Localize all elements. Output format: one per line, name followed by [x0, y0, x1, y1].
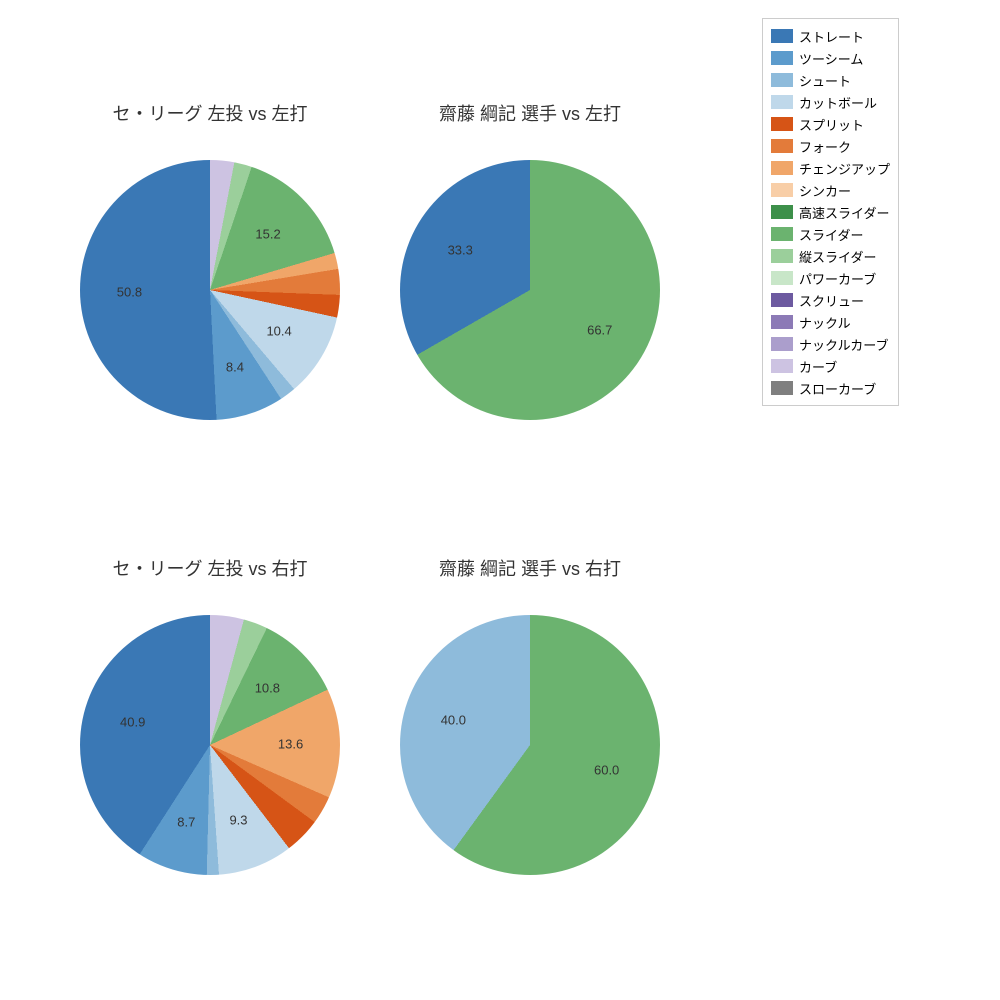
legend-item: スクリュー: [771, 289, 890, 311]
legend-item: 縦スライダー: [771, 245, 890, 267]
legend-label: チェンジアップ: [799, 159, 890, 178]
legend-item: シンカー: [771, 179, 890, 201]
pie-slice-label: 50.8: [117, 285, 142, 300]
legend-swatch: [771, 359, 793, 373]
legend-swatch: [771, 337, 793, 351]
legend-label: ナックル: [799, 313, 851, 332]
pie-slice-label: 13.6: [278, 736, 303, 751]
legend-item: ストレート: [771, 25, 890, 47]
pie-slice-label: 40.0: [441, 713, 466, 728]
legend-label: スローカーブ: [799, 379, 876, 398]
pie-slice-label: 66.7: [587, 323, 612, 338]
chart-container: セ・リーグ 左投 vs 左打 50.8 8.4 10.4 15.2 齋藤 綱記 選手 vs…: [0, 0, 1000, 1000]
legend-item: ナックルカーブ: [771, 333, 890, 355]
legend-swatch: [771, 95, 793, 109]
legend-swatch: [771, 271, 793, 285]
legend-swatch: [771, 293, 793, 307]
pie-slice-label: 33.3: [448, 242, 473, 257]
legend-item: スプリット: [771, 113, 890, 135]
legend-label: ストレート: [799, 27, 864, 46]
pie-chart: [400, 160, 660, 420]
legend-item: カットボール: [771, 91, 890, 113]
legend-item: フォーク: [771, 135, 890, 157]
legend-label: ツーシーム: [799, 49, 863, 68]
legend-label: シンカー: [799, 181, 851, 200]
pie-slice-label: 60.0: [594, 762, 619, 777]
legend-swatch: [771, 161, 793, 175]
legend-label: カットボール: [799, 93, 877, 112]
legend: ストレートツーシームシュートカットボールスプリットフォークチェンジアップシンカー…: [762, 18, 899, 406]
pie-slice-label: 8.4: [226, 359, 244, 374]
legend-swatch: [771, 117, 793, 131]
pie-slice-label: 10.8: [255, 681, 280, 696]
legend-label: 縦スライダー: [799, 247, 876, 266]
legend-swatch: [771, 29, 793, 43]
legend-swatch: [771, 51, 793, 65]
pie-slice-label: 9.3: [229, 813, 247, 828]
legend-item: ナックル: [771, 311, 890, 333]
legend-swatch: [771, 381, 793, 395]
legend-label: スプリット: [799, 115, 864, 134]
legend-item: ツーシーム: [771, 47, 890, 69]
legend-label: パワーカーブ: [799, 269, 876, 288]
chart-title: セ・リーグ 左投 vs 左打: [60, 100, 360, 126]
legend-label: ナックルカーブ: [799, 335, 888, 354]
legend-item: スローカーブ: [771, 377, 890, 399]
legend-swatch: [771, 205, 793, 219]
chart-title: セ・リーグ 左投 vs 右打: [60, 555, 360, 581]
pie-slice-label: 15.2: [255, 227, 280, 242]
legend-label: 高速スライダー: [799, 203, 889, 222]
chart-title: 齋藤 綱記 選手 vs 右打: [380, 555, 680, 581]
legend-label: スライダー: [799, 225, 863, 244]
legend-swatch: [771, 249, 793, 263]
legend-label: シュート: [799, 71, 851, 90]
legend-label: フォーク: [799, 137, 851, 156]
legend-label: カーブ: [799, 357, 837, 376]
legend-item: スライダー: [771, 223, 890, 245]
chart-title: 齋藤 綱記 選手 vs 左打: [380, 100, 680, 126]
pie-slice-label: 10.4: [266, 324, 291, 339]
legend-item: 高速スライダー: [771, 201, 890, 223]
legend-swatch: [771, 183, 793, 197]
legend-swatch: [771, 227, 793, 241]
pie-slice-label: 40.9: [120, 715, 145, 730]
legend-item: パワーカーブ: [771, 267, 890, 289]
legend-swatch: [771, 139, 793, 153]
legend-swatch: [771, 73, 793, 87]
legend-item: シュート: [771, 69, 890, 91]
legend-swatch: [771, 315, 793, 329]
legend-label: スクリュー: [799, 291, 864, 310]
legend-item: カーブ: [771, 355, 890, 377]
pie-chart: [400, 615, 660, 875]
pie-slice-label: 8.7: [177, 815, 195, 830]
legend-item: チェンジアップ: [771, 157, 890, 179]
